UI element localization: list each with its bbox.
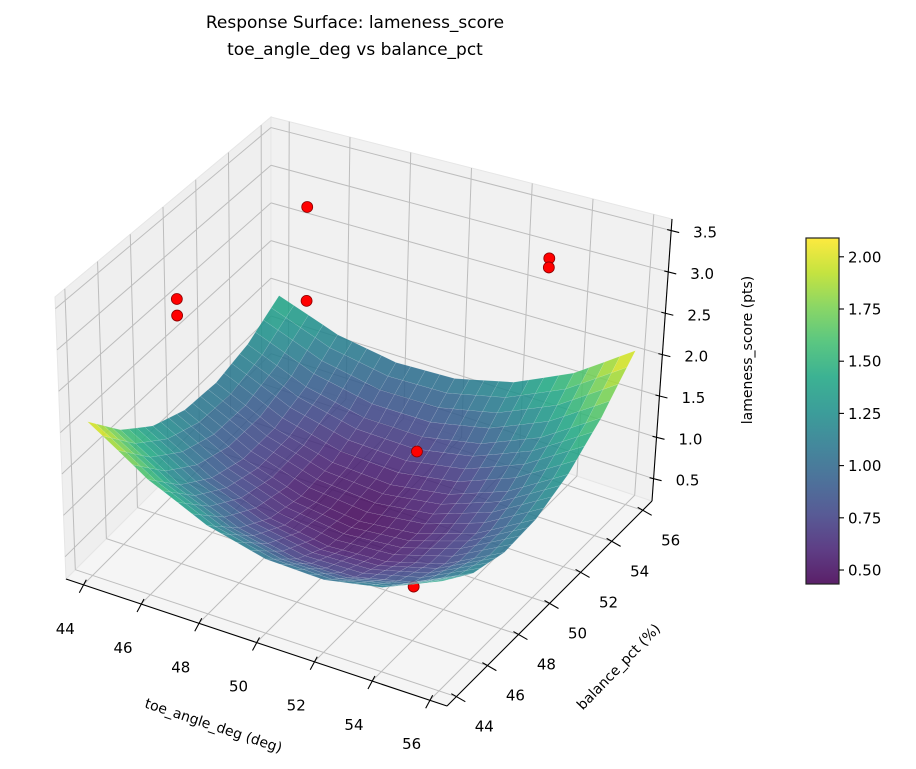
gridline-y [97, 261, 107, 539]
z-tick-mark [655, 394, 668, 399]
x-tick-label: 44 [56, 620, 75, 638]
x-tick-mark [252, 637, 260, 651]
z-tick-label: 3.5 [693, 224, 717, 242]
surface-patch [568, 431, 594, 452]
scatter-point [301, 201, 314, 213]
y-tick-mark [482, 662, 497, 672]
x-tick-mark [136, 598, 145, 613]
surface-patch [427, 578, 450, 583]
z-tick-mark [649, 477, 662, 482]
gridline-z [61, 277, 272, 475]
x-tick-label: 52 [287, 697, 306, 715]
gridline-x [634, 214, 655, 496]
y-tick-mark [451, 693, 466, 703]
z-tick-label: 1.0 [679, 430, 703, 448]
y-tick-label: 44 [475, 718, 494, 736]
y-tick-label: 56 [661, 531, 680, 549]
axis-lines: 44 46 48 50 52 54 56 44 46 48 50 52 54 56 0.5 1.0 1.5 2.0… [56, 218, 717, 753]
scatter-point [300, 294, 313, 307]
scatter-point [170, 293, 183, 305]
z-tick-label: 0.5 [676, 472, 700, 490]
gridline-z [56, 164, 272, 351]
x-tick-mark [425, 694, 434, 709]
gridline-z [270, 202, 666, 314]
surface-patch [465, 562, 489, 571]
y-tick-mark [544, 600, 559, 609]
gridline-z [270, 127, 672, 232]
z-tick-mark [667, 229, 680, 234]
z-tick-label: 2.0 [684, 348, 708, 366]
surface-patch [585, 400, 611, 424]
colorbar-tick-label: 1.25 [848, 405, 881, 423]
x-tick-mark [367, 675, 376, 690]
x-axis-label: toe_angle_deg (deg) [143, 696, 284, 757]
x-tick-mark [309, 656, 318, 671]
scatter-point [171, 309, 184, 322]
x-tick-mark [78, 579, 87, 594]
surface-patch [504, 527, 529, 540]
colorbar-tick-label: 1.00 [848, 457, 881, 475]
chart-title-line-1: Response Surface: lameness_score [205, 13, 505, 33]
y-axis-label: balance_pct (%) [574, 621, 664, 713]
x-tick-label: 48 [171, 658, 190, 676]
y-tick-mark [513, 631, 528, 641]
response-surface [86, 295, 637, 588]
chart-title-line-2: toe_angle_deg vs balance_pct [227, 40, 483, 60]
scatter-points [170, 201, 556, 458]
colorbar: 0.50 0.75 1.00 1.25 1.50 1.75 2.00 [805, 237, 881, 585]
z-axis-line [651, 218, 673, 502]
x-tick-label: 54 [344, 716, 363, 734]
z-tick-mark [652, 435, 665, 440]
z-axis-label: lameness_score (pts) [740, 276, 756, 424]
z-tick-mark [661, 311, 674, 316]
gridline-z [270, 164, 669, 273]
z-tick-label: 3.0 [690, 265, 714, 283]
y-tick-label: 52 [599, 593, 618, 611]
z-tick-label: 1.5 [681, 389, 705, 407]
z-tick-label: 2.5 [687, 306, 711, 324]
colorbar-tick-label: 1.75 [848, 300, 881, 318]
y-tick-mark [637, 506, 652, 516]
z-tick-mark [658, 353, 671, 358]
scatter-point [411, 445, 423, 458]
colorbar-tick-label: 2.00 [848, 248, 881, 266]
gridline-z [63, 315, 272, 516]
colorbar-fill [805, 237, 840, 585]
gridline-z [59, 240, 272, 433]
gridline-y [106, 538, 488, 667]
y-tick-mark [575, 568, 590, 578]
x-tick-mark [194, 617, 203, 632]
surface-patch [457, 567, 481, 576]
y-tick-label: 46 [506, 687, 525, 705]
z-tick-mark [664, 270, 677, 275]
surface-patch [536, 485, 561, 502]
x-tick-label: 46 [113, 639, 132, 657]
gridline-z [270, 240, 663, 356]
gridline-z [55, 127, 272, 309]
x-tick-label: 56 [402, 735, 421, 753]
colorbar-tick-label: 1.50 [848, 353, 881, 371]
y-tick-label: 50 [568, 625, 587, 643]
gridline-z [58, 202, 272, 392]
y-tick-mark [606, 537, 621, 547]
gridline-y [75, 569, 457, 698]
y-tick-label: 48 [537, 656, 556, 674]
gridline-y [64, 288, 76, 570]
x-tick-label: 50 [229, 678, 248, 696]
scatter-point [542, 261, 555, 274]
colorbar-tick-label: 0.50 [848, 562, 881, 580]
colorbar-tick-label: 0.75 [848, 509, 881, 527]
surface-patch [434, 576, 458, 582]
y-tick-label: 54 [630, 562, 649, 580]
